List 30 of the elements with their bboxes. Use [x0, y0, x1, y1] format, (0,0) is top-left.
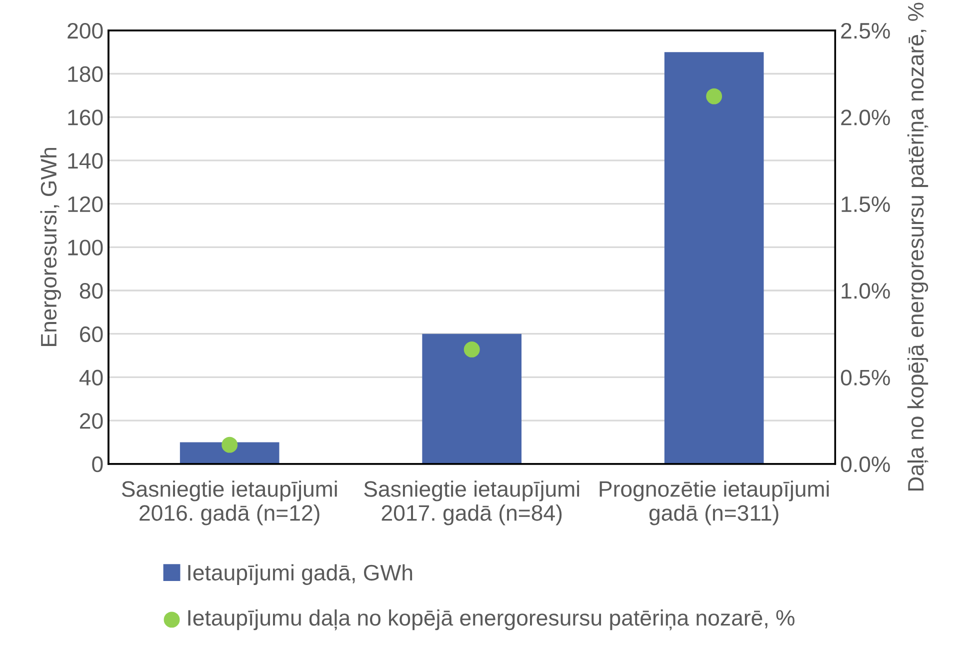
x-tick-label: Sasniegtie ietaupījumi 2016. gadā (n=12): [122, 480, 337, 526]
point: [222, 436, 238, 453]
y2-tick-label: 1.5%: [842, 196, 890, 212]
legend-label: Ietaupījumu daļa no kopējā energoresursu patēriņa nozarē, %: [188, 609, 794, 630]
y2-tick-label: 2.0%: [841, 110, 890, 126]
point: [706, 88, 722, 104]
x-tick-label: Prognozētie ietaupījumi gadā (n=311): [600, 480, 829, 526]
y-tick-label: 80: [80, 283, 103, 299]
y-tick-label: 100: [68, 240, 103, 256]
y2-axis-title: Daļa no kopējā energoresursu patēriņa nozarē, %: [907, 2, 928, 491]
y2-tick-label: 2.5%: [841, 22, 890, 39]
y-tick-label: 160: [68, 110, 103, 126]
legend-label: Ietaupījumi gadā, GWh: [188, 564, 412, 585]
y-tick-label: 180: [68, 66, 103, 82]
y-tick-label: 200: [68, 22, 103, 39]
y2-tick-label: 1.0%: [842, 283, 890, 299]
bar: [664, 52, 764, 464]
y-axis-title: Energoresursi, GWh: [40, 148, 61, 346]
y-tick-label: 0: [92, 456, 103, 472]
y2-tick-label: 0.0%: [840, 456, 890, 472]
bar: [422, 334, 522, 464]
y-tick-label: 140: [68, 152, 103, 169]
bar: [180, 442, 280, 464]
y-tick-label: 20: [80, 413, 103, 429]
y-tick-label: 40: [79, 370, 103, 386]
point: [464, 341, 480, 358]
x-tick-label: Sasniegtie ietaupījumi 2017. gadā (n=84): [364, 480, 580, 526]
y-tick-label: 60: [80, 326, 103, 342]
y2-tick-label: 0.5%: [840, 370, 890, 386]
y-tick-label: 120: [68, 196, 103, 212]
